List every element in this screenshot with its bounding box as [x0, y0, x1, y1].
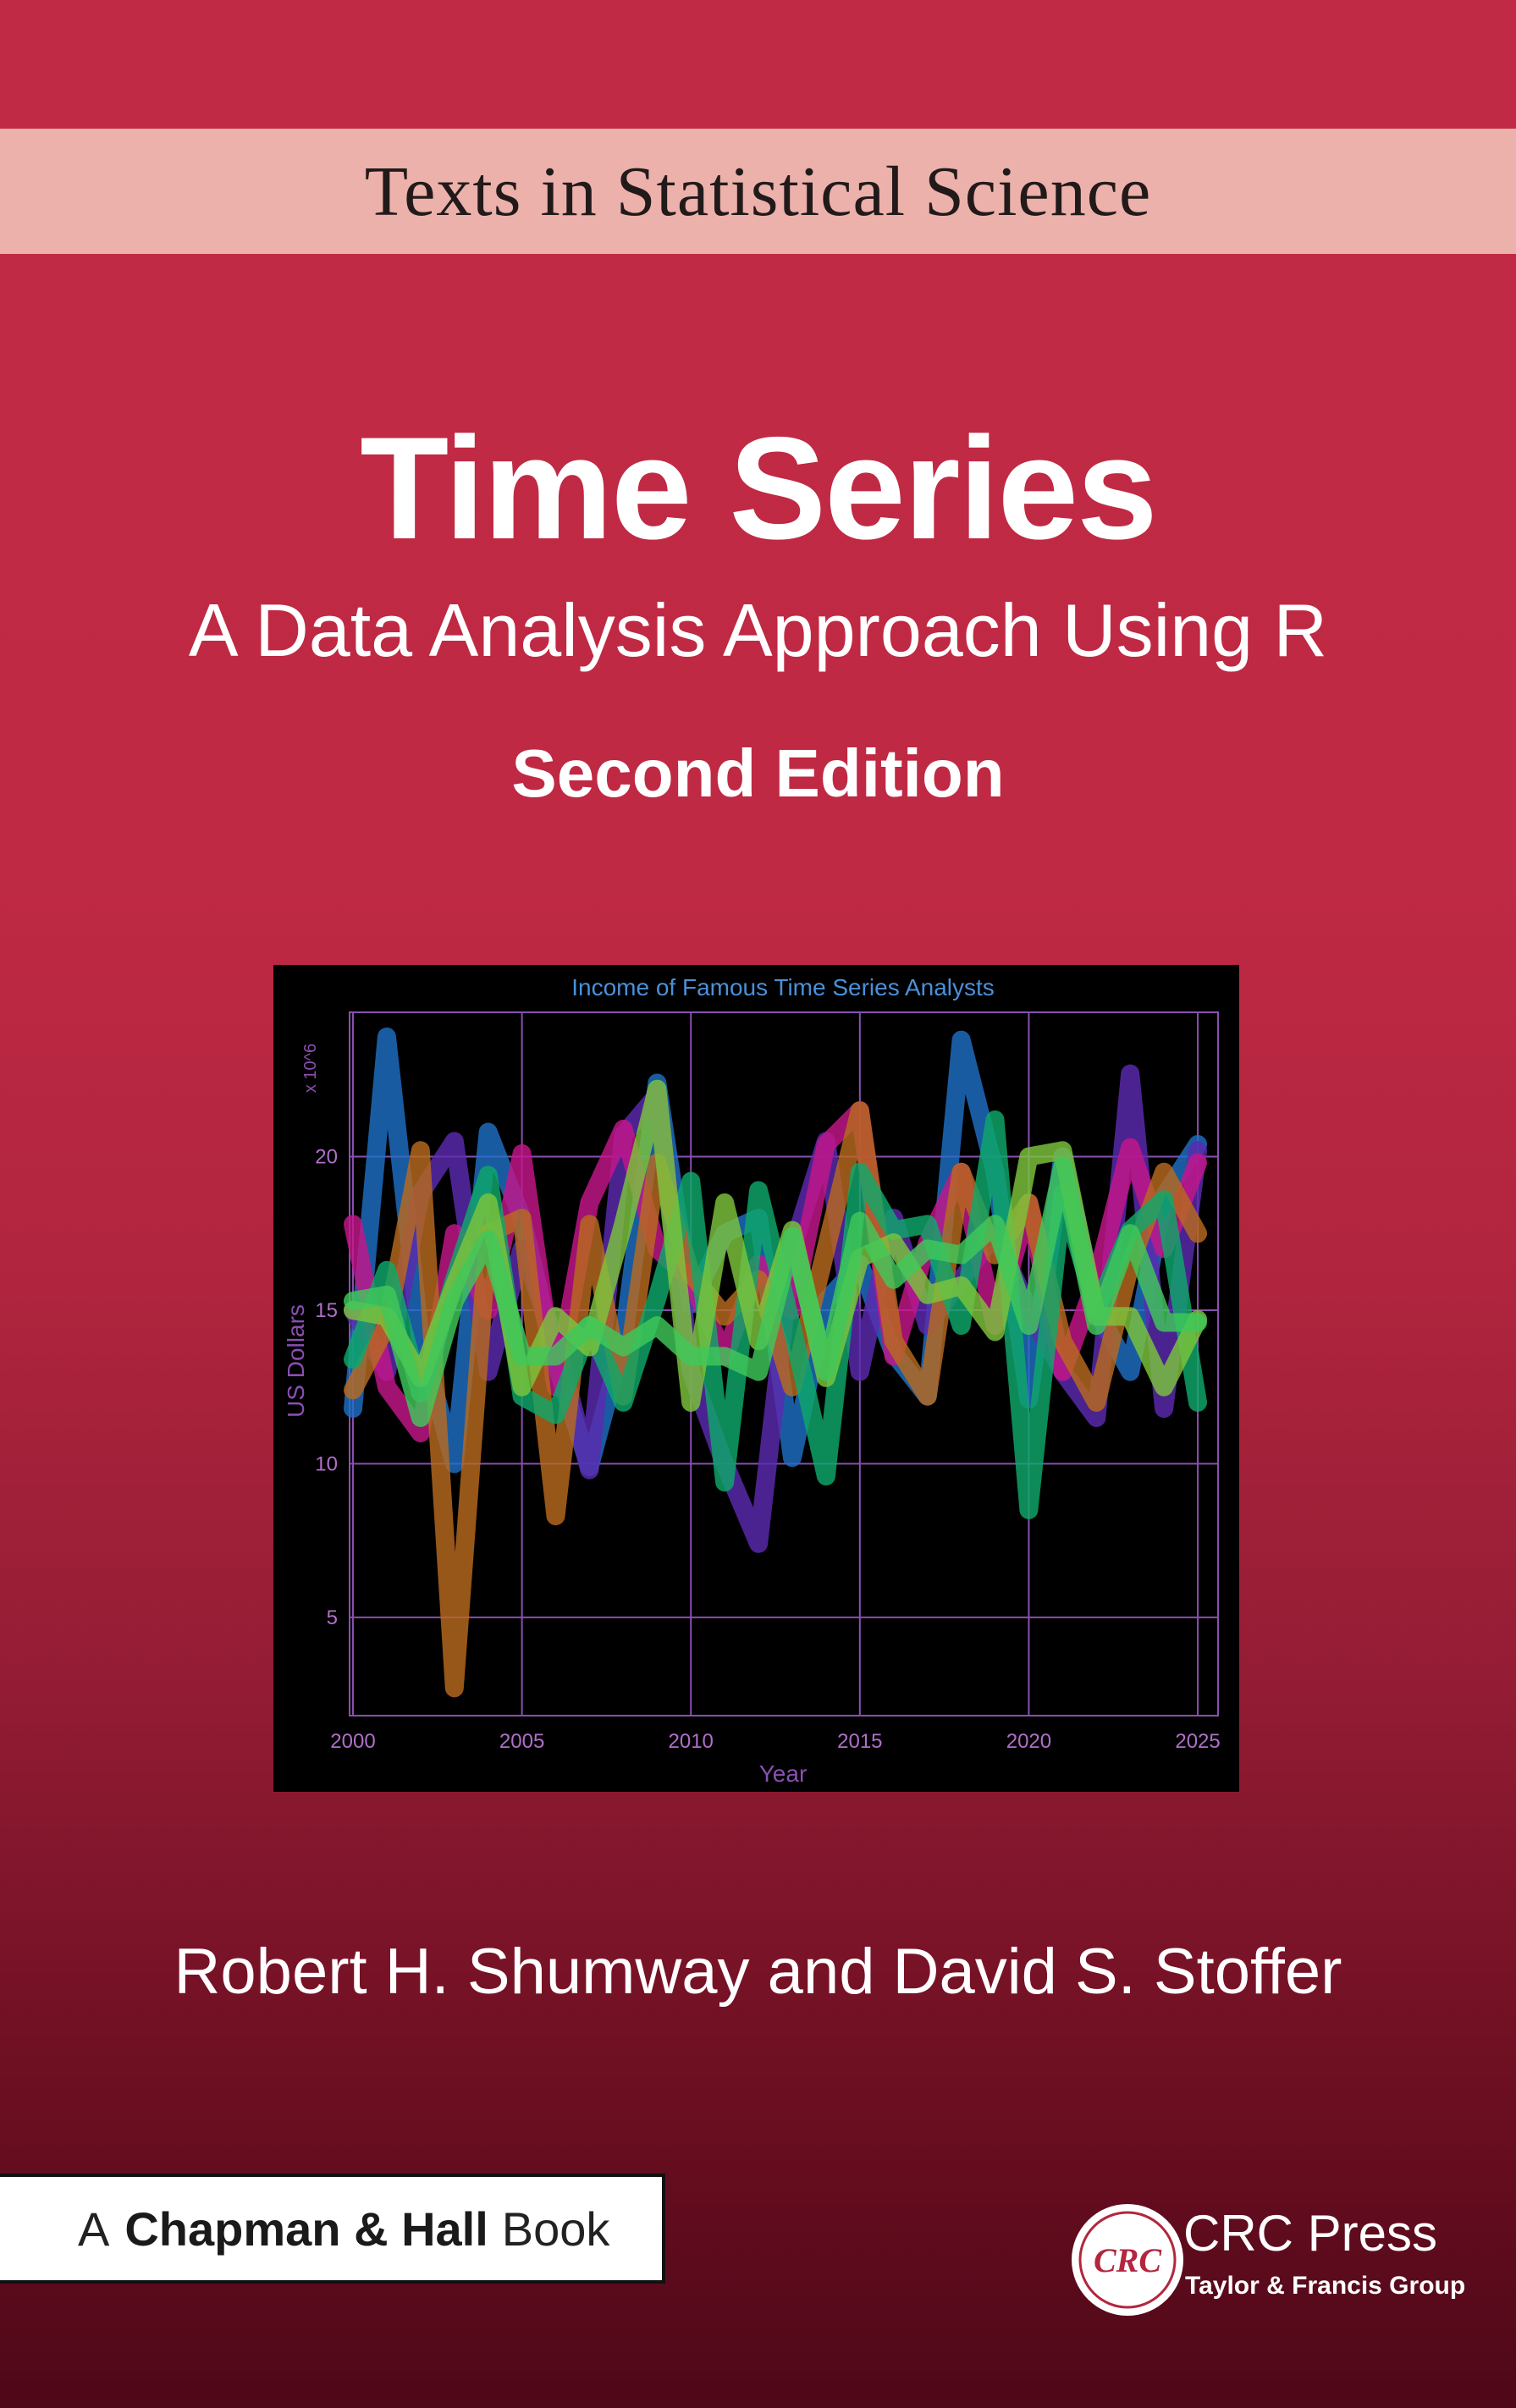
imprint-book: Book	[501, 2201, 610, 2256]
cover-chart: 2000 2005 2010 2015 2020 2025 5 10 15 20 Income o…	[273, 965, 1239, 1792]
x-tick-label: 2020	[1006, 1730, 1051, 1753]
x-tick-label: 2000	[330, 1730, 375, 1753]
chart-series	[344, 1028, 1207, 1698]
series-band: Texts in Statistical Science	[0, 129, 1516, 254]
publisher-group: Taylor & Francis Group	[1185, 2272, 1466, 2300]
series-line-7	[344, 1156, 1207, 1427]
book-subtitle: A Data Analysis Approach Using R	[188, 588, 1328, 672]
x-tick-label: 2010	[669, 1730, 714, 1753]
crc-logo-text: CRC	[1094, 2241, 1162, 2279]
y-tick-label: 5	[327, 1606, 338, 1629]
y-tick-label: 20	[315, 1146, 338, 1169]
imprint-box: A Chapman & Hall Book	[0, 2174, 665, 2284]
book-edition: Second Edition	[511, 736, 1005, 811]
chart-y-multiplier: x 10^6	[301, 1044, 320, 1093]
series-name: Texts in Statistical Science	[364, 152, 1152, 231]
chart-svg: 2000 2005 2010 2015 2020 2025 5 10 15 20 Income o…	[273, 965, 1239, 1792]
y-tick-label: 10	[315, 1452, 338, 1475]
x-tick-label: 2005	[499, 1730, 544, 1753]
publisher-name: CRC Press	[1183, 2205, 1438, 2262]
x-tick-label: 2015	[837, 1730, 882, 1753]
imprint-article: A	[78, 2201, 110, 2256]
chart-ylabel: US Dollars	[283, 1304, 309, 1418]
y-tick-label: 15	[315, 1299, 338, 1322]
imprint-name: Chapman & Hall	[124, 2201, 488, 2256]
x-tick-label: 2025	[1175, 1730, 1220, 1753]
chart-xlabel: Year	[759, 1761, 808, 1787]
chart-title: Income of Famous Time Series Analysts	[571, 974, 995, 1000]
chart-ticks: 2000 2005 2010 2015 2020 2025 5 10 15 20	[315, 1146, 1220, 1753]
crc-logo-icon: CRC	[1072, 2204, 1183, 2316]
book-authors: Robert H. Shumway and David S. Stoffer	[174, 1936, 1342, 2008]
book-title: Time Series	[360, 407, 1158, 570]
